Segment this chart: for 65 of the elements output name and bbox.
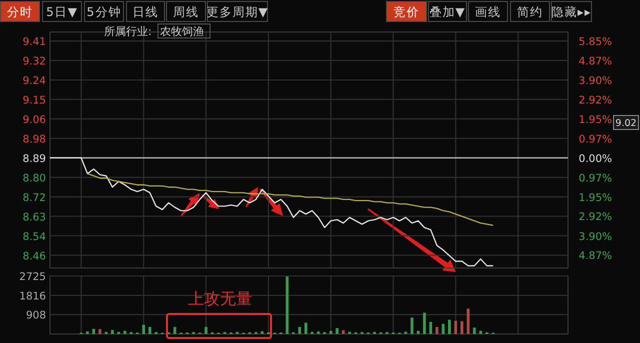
annotation: 农牧饲渔: [160, 25, 204, 38]
y2-tick-label: 5.85%: [578, 36, 612, 48]
text: 画线: [475, 5, 501, 19]
text: 简约: [517, 5, 543, 19]
y-tick-label: 8.98: [22, 133, 46, 146]
bar: [448, 320, 451, 334]
y2-tick-label: 1.95%: [578, 114, 612, 126]
text: 周线: [173, 5, 199, 19]
bar: [466, 308, 470, 334]
y2-tick-label: 4.87%: [578, 56, 612, 68]
y2-tick-label: 3.90%: [578, 74, 612, 87]
bar: [98, 329, 102, 334]
line-series: [86, 173, 494, 226]
y-tick-label: 8.80: [22, 172, 46, 184]
text: 5日▼: [46, 5, 78, 19]
text: 叠加▼: [429, 5, 466, 19]
bar: [148, 326, 152, 334]
y-tick-label: 8.89: [22, 152, 46, 165]
y-tick-label: 2725: [19, 271, 46, 283]
bar: [479, 330, 482, 334]
y-tick-label: 9.41: [22, 36, 46, 48]
annotation: 所属行业:: [104, 25, 152, 38]
bar: [460, 321, 464, 334]
text: 日线: [132, 5, 158, 19]
y-tick-label: 8.46: [22, 250, 46, 262]
y-tick-label: 8.72: [22, 192, 46, 204]
bar: [316, 331, 320, 334]
bar: [304, 322, 308, 334]
bar: [86, 331, 89, 334]
y-tick-label: 8.63: [22, 211, 46, 224]
y-tick-label: 9.24: [22, 74, 46, 87]
bar: [142, 324, 146, 334]
bar: [436, 326, 438, 334]
y-tick-label: 9.32: [22, 55, 46, 68]
y2-tick-label: 3.90%: [578, 230, 612, 243]
annotation: 上攻无量: [188, 289, 252, 308]
bar: [204, 326, 208, 334]
bar: [298, 326, 302, 334]
bar: [123, 330, 126, 334]
line-series: [49, 157, 494, 266]
bar: [410, 318, 414, 334]
y2-tick-label: 4.87%: [578, 250, 612, 262]
y-tick-label: 908: [26, 310, 46, 322]
text: 更多周期▼: [206, 5, 269, 19]
text: 隐藏▸▸: [551, 5, 592, 19]
text: 竞价: [394, 5, 420, 19]
text: 9.02: [615, 118, 637, 129]
y2-tick-label: 1.95%: [578, 192, 612, 204]
y-tick-label: 9.15: [22, 94, 46, 106]
y-tick-label: 9.06: [22, 114, 46, 126]
text: 5分钟: [86, 5, 122, 19]
text: 分时: [7, 5, 33, 19]
bar: [111, 330, 114, 334]
bar: [423, 312, 426, 334]
bar: [336, 328, 338, 334]
bar: [472, 328, 476, 334]
y2-tick-label: 0.00%: [578, 152, 612, 165]
y2-tick-label: 0.97%: [578, 172, 612, 184]
y-tick-label: 8.54: [22, 230, 46, 243]
y2-tick-label: 2.92%: [578, 211, 612, 224]
y2-tick-label: 0.97%: [578, 134, 612, 146]
y-tick-label: 1816: [19, 290, 46, 302]
bar: [342, 330, 345, 334]
bar: [260, 331, 264, 334]
y2-tick-label: 2.92%: [578, 94, 612, 107]
